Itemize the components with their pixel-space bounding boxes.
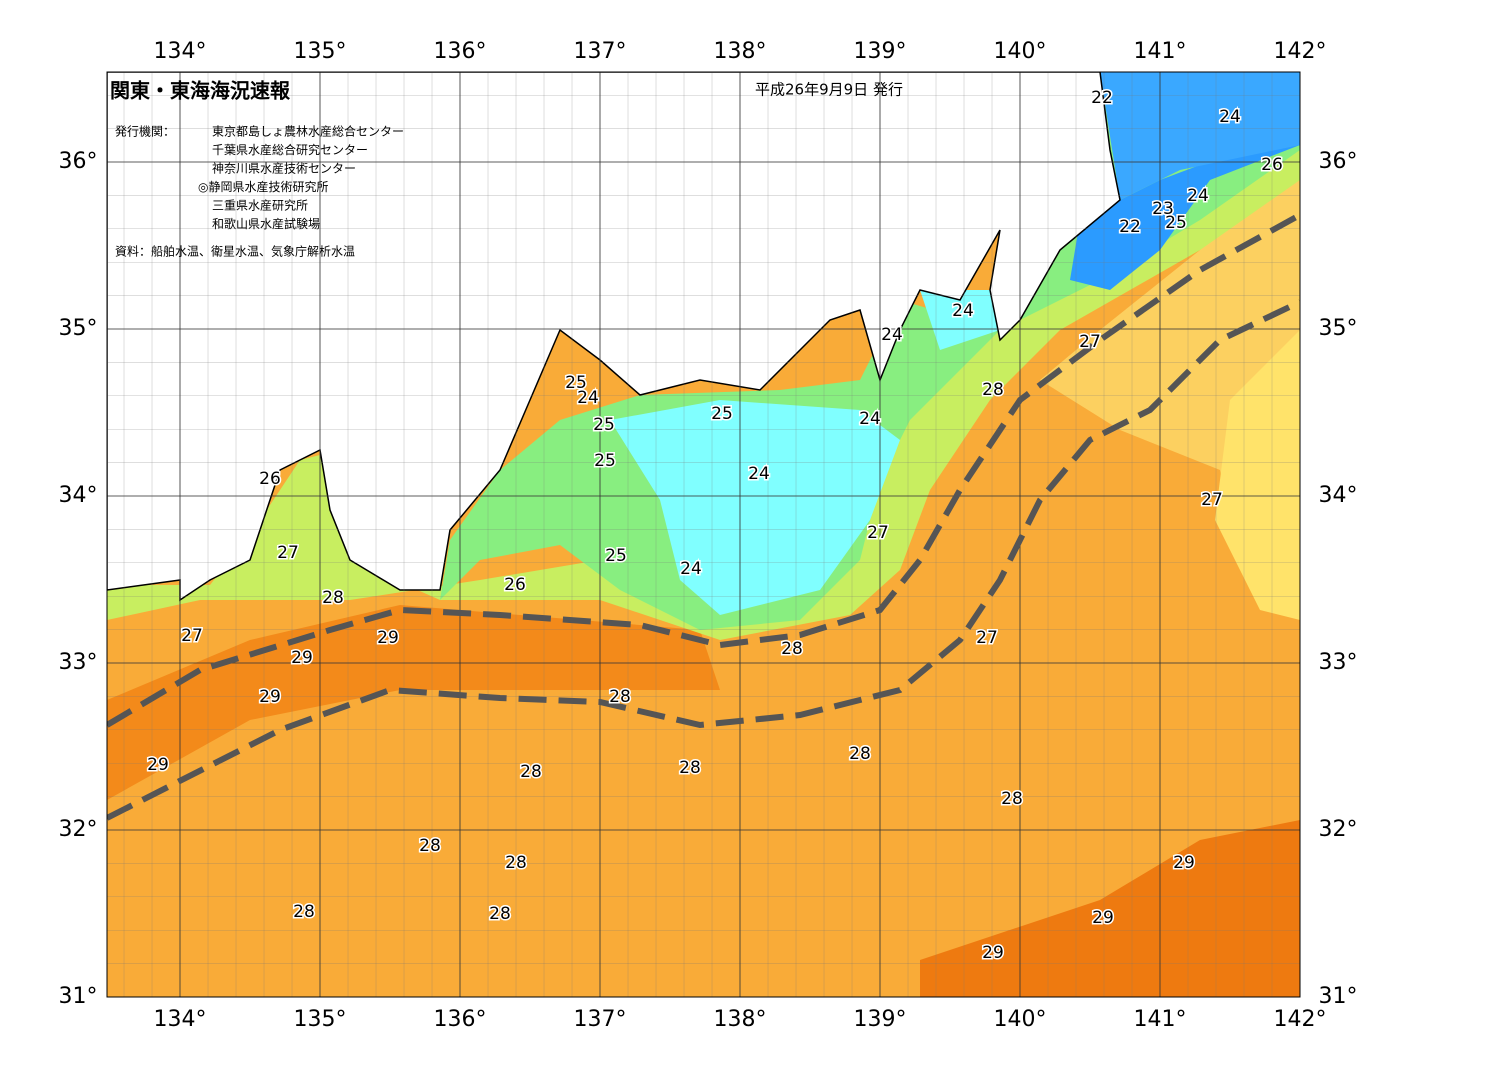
- contour-label: 25: [1165, 213, 1187, 233]
- contour-label: 27: [867, 523, 889, 543]
- contour-label: 24: [577, 388, 599, 408]
- contour-label: 23: [1152, 199, 1174, 219]
- longitude-label: 138°: [714, 1007, 767, 1032]
- longitude-label: 135°: [294, 39, 347, 64]
- contour-label: 22: [1091, 88, 1113, 108]
- sea-24: [610, 400, 900, 615]
- contour-label: 27: [1201, 490, 1223, 510]
- contour-label: 28: [505, 853, 527, 873]
- sea-22: [1070, 72, 1300, 290]
- contour-label: 29: [291, 648, 313, 668]
- kuroshio-edge: [107, 299, 1300, 821]
- contour-label: 26: [259, 469, 281, 489]
- labels: 134° 134° 135° 135° 136° 136° 137° 137° 138° 138°…: [59, 39, 1358, 1032]
- issuer-label: 発行機関：: [115, 124, 175, 139]
- contour-label: 28: [609, 687, 631, 707]
- latitude-label: 31°: [59, 984, 98, 1009]
- latitude-label: 35°: [1319, 316, 1358, 341]
- frame: [106, 71, 1301, 998]
- contour-label: 27: [1079, 332, 1101, 352]
- contour-label: 24: [1187, 186, 1209, 206]
- contour-label: 29: [377, 628, 399, 648]
- latitude-label: 36°: [59, 149, 98, 174]
- contour-label: 25: [565, 373, 587, 393]
- contour-label: 29: [1092, 908, 1114, 928]
- longitude-label: 134°: [154, 39, 207, 64]
- latitude-label: 34°: [1319, 483, 1358, 508]
- contour-label: 27: [277, 543, 299, 563]
- contour-label: 27: [976, 628, 998, 648]
- latitude-label: 32°: [1319, 817, 1358, 842]
- contour-label: 27: [181, 626, 203, 646]
- latitude-label: 33°: [59, 650, 98, 675]
- contour-label: 25: [594, 451, 616, 471]
- contour-label: 28: [293, 902, 315, 922]
- issuer: 三重県水産研究所: [212, 198, 308, 213]
- latitude-label: 36°: [1319, 149, 1358, 174]
- contour-label: 29: [1173, 853, 1195, 873]
- longitude-label: 139°: [854, 39, 907, 64]
- contour-label: 28: [489, 904, 511, 924]
- contour-label: 29: [259, 687, 281, 707]
- contour-label: 26: [504, 575, 526, 595]
- issuer: 東京都島しょ農林水産総合センター: [212, 124, 404, 139]
- longitude-label: 137°: [574, 39, 627, 64]
- sea-26: [1215, 330, 1300, 620]
- contour-label: 24: [859, 409, 881, 429]
- land: [107, 72, 1121, 602]
- contour-label: 28: [781, 639, 803, 659]
- map-body: [107, 72, 1300, 997]
- latitude-label: 31°: [1319, 984, 1358, 1009]
- contour-label: 28: [1001, 789, 1023, 809]
- longitude-label: 134°: [154, 1007, 207, 1032]
- latitude-label: 34°: [59, 483, 98, 508]
- sea-24: [920, 290, 1000, 350]
- longitude-label: 141°: [1134, 1007, 1187, 1032]
- latitude-label: 35°: [59, 316, 98, 341]
- issue-date: 平成26年9月9日 発行: [755, 81, 903, 99]
- latitude-label: 32°: [59, 817, 98, 842]
- longitude-label: 138°: [714, 39, 767, 64]
- issuer: 和歌山県水産試験場: [212, 216, 320, 231]
- sea-29: [920, 820, 1300, 997]
- contour-label: 26: [1261, 155, 1283, 175]
- longitude-label: 136°: [434, 39, 487, 64]
- contour-label: 22: [1119, 217, 1141, 237]
- contour-label: 24: [680, 559, 702, 579]
- longitude-label: 139°: [854, 1007, 907, 1032]
- contour-label: 25: [711, 404, 733, 424]
- contour-label: 29: [147, 755, 169, 775]
- contour-label: 24: [748, 464, 770, 484]
- issuer: ◎静岡県水産技術研究所: [198, 179, 328, 194]
- contour-label: 24: [881, 325, 903, 345]
- contour-label: 28: [419, 836, 441, 856]
- contour-label: 28: [322, 588, 344, 608]
- source: 資料：船舶水温、衛星水温、気象庁解析水温: [115, 244, 355, 259]
- contour-label: 24: [952, 301, 974, 321]
- contour-label: 25: [593, 415, 615, 435]
- latitude-label: 33°: [1319, 650, 1358, 675]
- issuer: 千葉県水産総合研究センター: [212, 142, 368, 157]
- sea-22: [1100, 72, 1300, 200]
- longitude-label: 140°: [994, 39, 1047, 64]
- issuer: 神奈川県水産技術センター: [212, 161, 356, 176]
- contour-label: 28: [520, 762, 542, 782]
- longitude-label: 141°: [1134, 39, 1187, 64]
- longitude-label: 137°: [574, 1007, 627, 1032]
- grid: [107, 72, 1300, 997]
- longitude-label: 142°: [1274, 1007, 1327, 1032]
- kuroshio-edge: [107, 212, 1300, 728]
- longitude-label: 136°: [434, 1007, 487, 1032]
- contour-label: 28: [849, 744, 871, 764]
- contour-label: 29: [982, 943, 1004, 963]
- contour-label: 28: [679, 758, 701, 778]
- contour-label: 28: [982, 380, 1004, 400]
- longitude-label: 142°: [1274, 39, 1327, 64]
- longitude-label: 140°: [994, 1007, 1047, 1032]
- longitude-label: 135°: [294, 1007, 347, 1032]
- contour-label: 24: [1219, 107, 1241, 127]
- contour-label: 25: [605, 546, 627, 566]
- title: 関東・東海海況速報: [110, 79, 291, 103]
